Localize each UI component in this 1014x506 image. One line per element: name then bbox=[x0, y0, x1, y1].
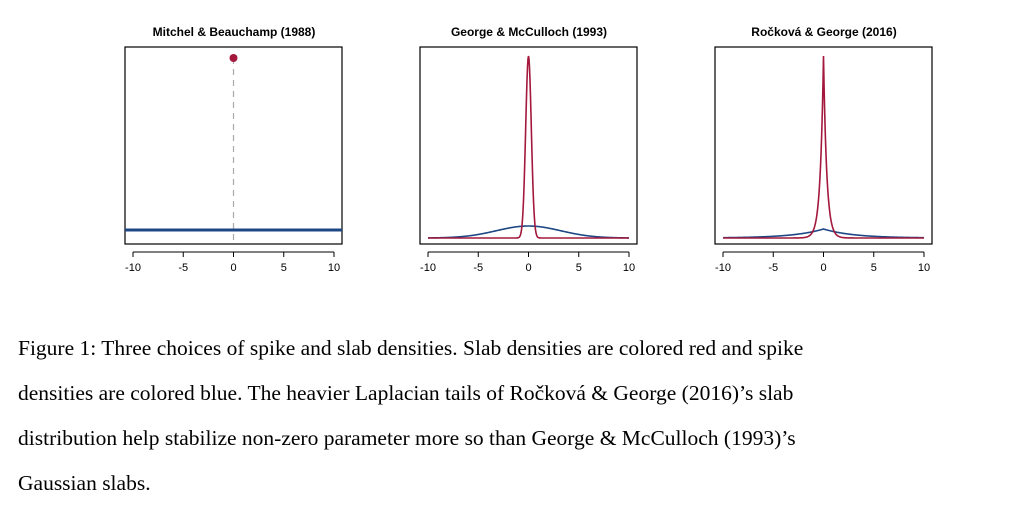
x-tick-label: -10 bbox=[420, 262, 436, 274]
caption-line: densities are colored blue. The heavier … bbox=[18, 381, 794, 405]
caption-line: distribution help stabilize non-zero par… bbox=[18, 426, 796, 450]
x-tick-label: 5 bbox=[281, 262, 287, 274]
x-tick-label: -5 bbox=[768, 262, 778, 274]
plot-frame bbox=[124, 46, 343, 245]
x-tick-label: 10 bbox=[623, 262, 635, 274]
x-tick-label: 0 bbox=[230, 262, 236, 274]
x-tick-label: -10 bbox=[715, 262, 731, 274]
figure-svg: Mitchel & Beauchamp (1988) -10 -5 0 5 10 Geo… bbox=[124, 25, 933, 274]
x-tick-label: -5 bbox=[473, 262, 483, 274]
x-tick-label: 0 bbox=[525, 262, 531, 274]
series-wide-gaussian-line bbox=[427, 225, 630, 239]
figure: Mitchel & Beauchamp (1988) -10 -5 0 5 10 Geo… bbox=[124, 25, 933, 274]
plot-frame bbox=[419, 46, 638, 245]
panel-title: Mitchel & Beauchamp (1988) bbox=[153, 25, 316, 39]
plot-frame bbox=[714, 46, 933, 245]
panel-rockova-george: Ročková & George (2016) -10 -5 0 5 10 bbox=[714, 25, 933, 274]
x-tick-label: 5 bbox=[576, 262, 582, 274]
panel-george-mcculloch: George & McCulloch (1993) -10 -5 0 5 10 bbox=[419, 25, 638, 274]
figure-caption: Figure 1: Three choices of spike and sla… bbox=[18, 326, 1003, 506]
panel-title: George & McCulloch (1993) bbox=[451, 25, 607, 39]
series-narrow-gaussian-line bbox=[428, 55, 629, 239]
caption-line: Gaussian slabs. bbox=[18, 471, 151, 495]
x-tick-label: 10 bbox=[328, 262, 340, 274]
x-tick-label: -10 bbox=[125, 262, 141, 274]
series-narrow-laplace-line bbox=[723, 55, 924, 239]
series-wide-laplace-line bbox=[722, 228, 925, 239]
panel-mitchel-beauchamp: Mitchel & Beauchamp (1988) -10 -5 0 5 10 bbox=[124, 25, 343, 274]
caption-line: Figure 1: Three choices of spike and sla… bbox=[18, 336, 804, 360]
series-point-mass-dot bbox=[229, 54, 238, 62]
panel-title: Ročková & George (2016) bbox=[751, 25, 896, 39]
x-tick-label: 0 bbox=[820, 262, 826, 274]
x-tick-label: -5 bbox=[178, 262, 188, 274]
x-tick-label: 10 bbox=[918, 262, 930, 274]
x-tick-label: 5 bbox=[871, 262, 877, 274]
